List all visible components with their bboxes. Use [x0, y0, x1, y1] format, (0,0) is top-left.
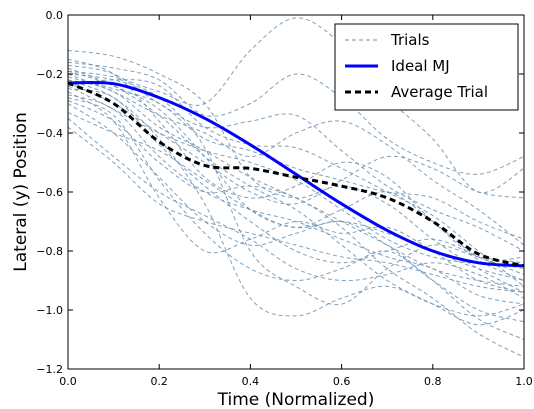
legend-label-trials: Trials: [390, 31, 430, 49]
trial-line-18: [67, 126, 525, 293]
legend-label-average-trial: Average Trial: [391, 83, 488, 101]
x-tick-label: 0.2: [150, 375, 168, 388]
y-tick-label: −0.8: [36, 245, 63, 258]
y-tick-label: −0.4: [36, 127, 63, 140]
trial-line-22: [67, 100, 525, 358]
trial-line-15: [67, 97, 525, 323]
trial-line-1: [67, 17, 525, 194]
x-axis-label: Time (Normalized): [217, 390, 375, 409]
legend: Trials Ideal MJ Average Trial: [334, 23, 519, 111]
legend-label-ideal-mj: Ideal MJ: [391, 57, 450, 75]
trial-line-14: [67, 61, 525, 175]
x-tick-label: 0.8: [424, 375, 442, 388]
x-tick-label: 1.0: [515, 375, 533, 388]
x-tick-label: 0.6: [333, 375, 351, 388]
trial-line-3: [67, 94, 525, 305]
trial-line-21: [67, 64, 525, 252]
trial-line-24: [67, 70, 525, 281]
trials-layer: [67, 17, 525, 358]
y-tick-label: −0.6: [36, 186, 63, 199]
y-tick-label: 0.0: [46, 9, 64, 22]
x-tick-label: 0.4: [242, 375, 260, 388]
y-axis-label: Lateral (y) Position: [11, 112, 31, 271]
y-tick-label: −1.2: [36, 363, 63, 376]
ideal-mj-line: [67, 80, 525, 268]
trial-line-6: [67, 73, 525, 306]
y-tick-label: −1.0: [36, 304, 63, 317]
trial-line-10: [67, 67, 525, 326]
trial-line-17: [67, 88, 525, 276]
trial-line-12: [67, 76, 525, 240]
trial-line-5: [67, 103, 525, 340]
trial-line-7: [67, 79, 525, 287]
trial-line-23: [67, 85, 525, 264]
trial-line-11: [67, 91, 525, 293]
average-trial-line: [67, 81, 525, 268]
lines-layer: [67, 80, 525, 268]
trial-line-16: [67, 82, 525, 205]
y-tick-label: −0.2: [36, 68, 63, 81]
trial-line-9: [67, 117, 525, 299]
y-axis-ticks: 0.0 −0.2 −0.4 −0.6 −0.8 −1.0 −1.2: [36, 9, 524, 376]
x-tick-label: 0.0: [59, 375, 77, 388]
x-axis-ticks: 0.0 0.2 0.4 0.6 0.8 1.0: [59, 15, 533, 388]
trial-line-19: [67, 73, 525, 246]
